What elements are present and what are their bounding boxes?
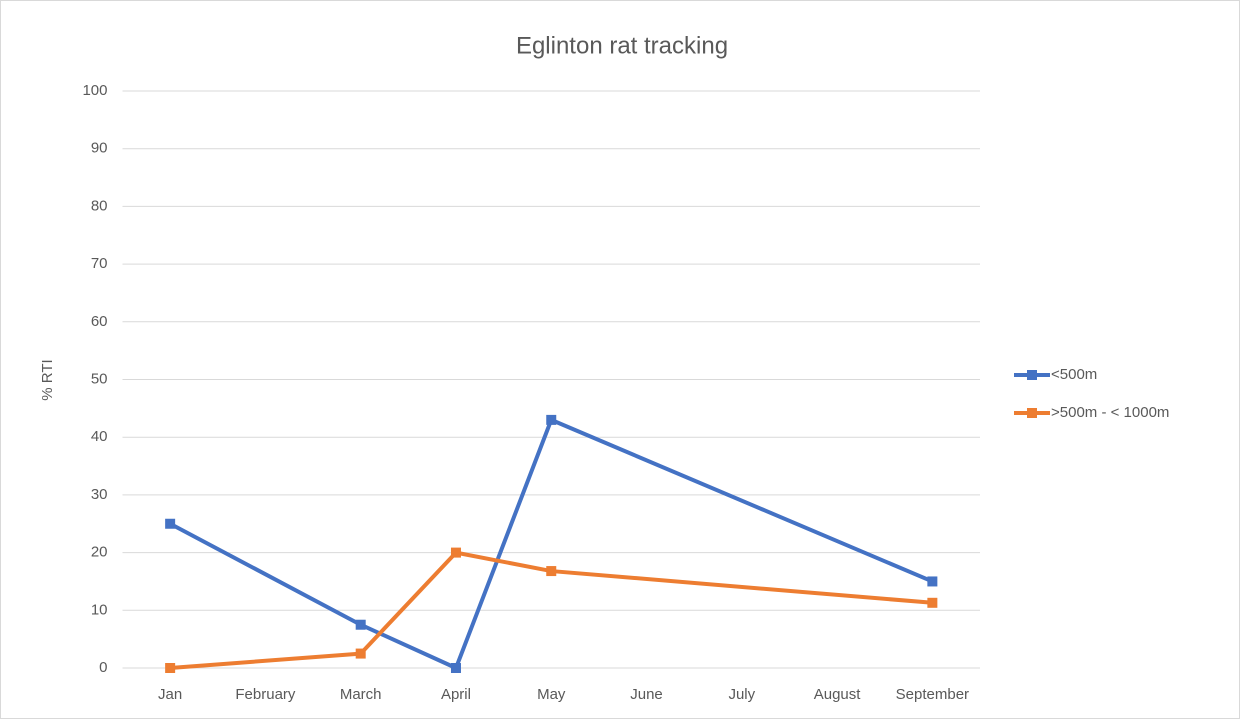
marker (927, 576, 938, 587)
y-tick-label: 20 (91, 544, 108, 561)
marker (450, 663, 461, 673)
x-tick-label: August (814, 686, 862, 703)
chart-title: Eglinton rat tracking (516, 32, 728, 59)
legend-marker (1027, 408, 1037, 418)
line-segment (168, 521, 363, 627)
y-tick-label: 40 (91, 428, 108, 445)
x-tick-label: June (630, 686, 663, 703)
x-tick-label: March (340, 686, 382, 703)
line-segment (549, 569, 935, 605)
line-segment (358, 550, 458, 656)
legend-label: <500m (1051, 366, 1097, 383)
y-tick-label: 10 (91, 601, 108, 618)
x-tick-label: September (896, 686, 969, 703)
x-tick-label: July (728, 686, 755, 703)
y-tick-label: 100 (82, 82, 107, 99)
marker (165, 663, 176, 673)
y-tick-label: 70 (91, 255, 108, 272)
x-tick-label: May (537, 686, 566, 703)
x-tick-label: February (235, 686, 296, 703)
marker (355, 619, 366, 630)
marker (927, 597, 938, 608)
y-tick-label: 50 (91, 370, 108, 387)
y-tick-label: 60 (91, 313, 108, 330)
marker (450, 547, 461, 558)
marker (355, 648, 366, 659)
marker (165, 518, 176, 529)
x-tick-label: April (441, 686, 471, 703)
y-tick-label: 30 (91, 486, 108, 503)
line-segment (358, 622, 458, 670)
y-tick-label: 80 (91, 197, 108, 214)
legend-marker (1027, 370, 1037, 380)
line-segment (453, 417, 554, 670)
y-axis-label: % RTI (39, 359, 56, 400)
line-segment (453, 550, 554, 574)
y-tick-label: 90 (91, 140, 108, 157)
y-tick-label: 0 (99, 659, 107, 676)
line-segment (549, 417, 935, 584)
marker (546, 566, 557, 577)
line-segment (168, 651, 363, 670)
marker (546, 414, 557, 425)
x-tick-label: Jan (158, 686, 182, 703)
legend-label: >500m - < 1000m (1051, 404, 1169, 421)
